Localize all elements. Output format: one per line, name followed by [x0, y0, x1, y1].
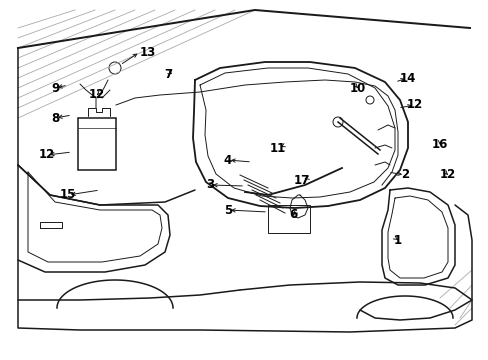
Text: 11: 11 [269, 141, 285, 154]
Bar [267, 205, 309, 233]
Text: 14: 14 [399, 72, 415, 85]
Bar [78, 118, 116, 170]
Text: 12: 12 [406, 99, 422, 112]
Text: 7: 7 [163, 68, 172, 81]
Text: 3: 3 [205, 179, 214, 192]
Text: 2: 2 [400, 168, 408, 181]
Text: 6: 6 [288, 208, 297, 221]
Text: 17: 17 [293, 174, 309, 186]
Text: 16: 16 [431, 139, 447, 152]
Text: 10: 10 [349, 81, 366, 94]
Text: 4: 4 [224, 153, 232, 166]
Text: 9: 9 [51, 81, 59, 94]
Text: 12: 12 [439, 168, 455, 181]
Text: 15: 15 [60, 189, 76, 202]
Text: 5: 5 [224, 203, 232, 216]
Text: 1: 1 [393, 234, 401, 247]
Text: 12: 12 [89, 89, 105, 102]
Text: 12: 12 [39, 148, 55, 162]
Text: 13: 13 [140, 45, 156, 58]
Text: 8: 8 [51, 112, 59, 125]
